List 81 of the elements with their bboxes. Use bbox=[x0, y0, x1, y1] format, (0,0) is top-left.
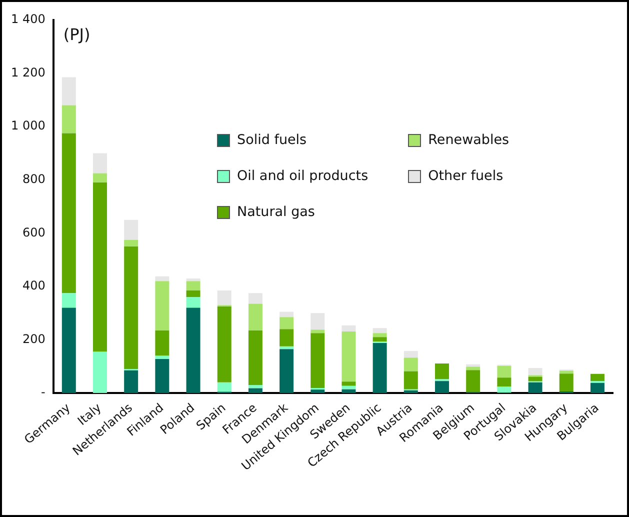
y-tick-label: - bbox=[41, 385, 46, 400]
y-tick-label: 1 400 bbox=[10, 12, 46, 26]
bar bbox=[124, 240, 138, 246]
bar bbox=[372, 337, 387, 342]
bar bbox=[217, 382, 232, 392]
legend-label: Natural gas bbox=[237, 204, 315, 220]
bar bbox=[342, 386, 356, 390]
bar bbox=[186, 297, 200, 308]
bar bbox=[248, 330, 262, 386]
bar bbox=[92, 153, 107, 174]
bar bbox=[310, 333, 325, 388]
y-tick-label: 200 bbox=[22, 332, 46, 346]
bar bbox=[248, 385, 262, 388]
y-tick-label: 800 bbox=[22, 172, 46, 186]
bar bbox=[217, 306, 232, 382]
bar bbox=[590, 374, 604, 382]
bar bbox=[62, 105, 76, 134]
bar bbox=[466, 370, 480, 392]
y-axis-title: (PJ) bbox=[63, 25, 90, 44]
bar bbox=[155, 281, 170, 330]
bar bbox=[342, 389, 356, 394]
bar bbox=[342, 325, 356, 332]
bar bbox=[155, 276, 170, 282]
y-tick-label: 600 bbox=[22, 225, 46, 240]
bar bbox=[435, 363, 449, 380]
bar bbox=[124, 220, 138, 240]
bar bbox=[92, 173, 107, 183]
bar bbox=[124, 370, 138, 394]
bar bbox=[280, 349, 294, 394]
bar bbox=[404, 390, 418, 394]
bar bbox=[559, 374, 574, 392]
bar bbox=[62, 308, 76, 394]
bar bbox=[186, 278, 200, 282]
bar bbox=[404, 350, 418, 358]
bar bbox=[62, 77, 76, 106]
bar bbox=[497, 366, 512, 378]
legend-label: Solid fuels bbox=[237, 132, 307, 148]
bar bbox=[155, 356, 170, 359]
bar bbox=[155, 330, 170, 356]
bar bbox=[310, 390, 325, 394]
bar bbox=[92, 182, 107, 352]
bar bbox=[590, 382, 604, 394]
legend-label: Oil and oil products bbox=[237, 168, 368, 184]
bar bbox=[342, 382, 356, 386]
bar bbox=[404, 358, 418, 372]
bar bbox=[155, 358, 170, 394]
bar bbox=[528, 382, 542, 394]
bar bbox=[372, 333, 387, 338]
bar bbox=[310, 330, 325, 334]
y-tick-label: 1 000 bbox=[10, 118, 46, 133]
bar bbox=[466, 366, 480, 370]
bar bbox=[342, 332, 356, 382]
bar bbox=[404, 371, 418, 390]
bar bbox=[248, 388, 262, 394]
bar bbox=[497, 378, 512, 387]
bar bbox=[280, 312, 294, 318]
bar bbox=[186, 290, 200, 298]
bar bbox=[186, 281, 200, 290]
bar bbox=[217, 290, 232, 306]
bar bbox=[435, 381, 449, 394]
bar bbox=[372, 342, 387, 394]
bar bbox=[124, 246, 138, 370]
bar bbox=[92, 352, 107, 394]
bar bbox=[528, 368, 542, 376]
bar bbox=[62, 133, 76, 294]
bar bbox=[497, 386, 512, 393]
bar bbox=[280, 329, 294, 346]
bar bbox=[559, 370, 574, 374]
bar bbox=[62, 293, 76, 308]
bar bbox=[186, 308, 200, 394]
bar bbox=[248, 304, 262, 330]
bar bbox=[248, 293, 262, 304]
legend-label: Renewables bbox=[428, 132, 510, 148]
y-tick-label: 400 bbox=[22, 278, 46, 293]
y-tick-label: 1 200 bbox=[10, 65, 46, 80]
bar bbox=[372, 328, 387, 334]
legend-label: Other fuels bbox=[428, 168, 504, 184]
bar bbox=[280, 317, 294, 330]
bar bbox=[280, 346, 294, 350]
bar bbox=[310, 313, 325, 330]
bar bbox=[528, 376, 542, 382]
